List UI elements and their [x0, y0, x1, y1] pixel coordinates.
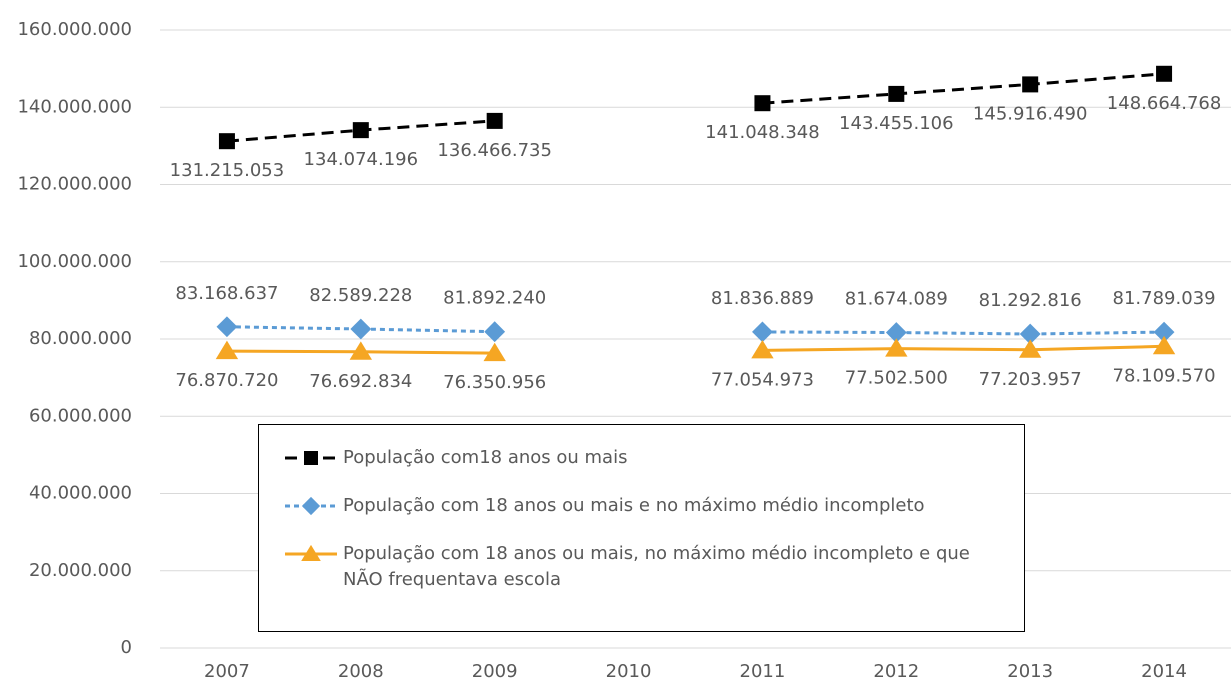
- data-label: 76.350.956: [443, 372, 546, 393]
- legend-swatch: [285, 544, 337, 561]
- legend-label: População com18 anos ou mais: [343, 447, 628, 468]
- x-tick-label: 2010: [606, 661, 652, 682]
- data-label: 81.836.889: [711, 288, 814, 309]
- legend-entry: População com 18 anos ou mais, no máximo…: [283, 541, 1004, 593]
- legend-marker: [301, 496, 321, 516]
- y-tick-label: 0: [121, 637, 132, 658]
- data-label: 131.215.053: [170, 160, 285, 181]
- marker: [350, 318, 372, 340]
- data-label: 81.789.039: [1113, 288, 1216, 309]
- data-label: 148.664.768: [1107, 93, 1222, 114]
- data-label: 81.292.816: [979, 290, 1082, 311]
- legend-label: População com 18 anos ou mais, no máximo…: [343, 543, 970, 590]
- data-label: 81.674.089: [845, 289, 948, 310]
- y-tick-label: 140.000.000: [17, 96, 132, 117]
- y-tick-label: 120.000.000: [17, 174, 132, 195]
- marker: [752, 321, 773, 343]
- marker: [1153, 321, 1175, 343]
- x-tick-label: 2009: [472, 661, 518, 682]
- marker: [1019, 323, 1041, 345]
- y-tick-label: 60.000.000: [29, 405, 132, 426]
- data-label: 77.203.957: [979, 369, 1082, 390]
- data-label: 77.502.500: [845, 368, 948, 389]
- series-line: [226, 325, 1165, 336]
- data-label: 143.455.106: [839, 113, 954, 134]
- data-label: 81.892.240: [443, 288, 546, 309]
- marker: [486, 112, 503, 129]
- y-tick-label: 20.000.000: [29, 560, 132, 581]
- marker: [1156, 65, 1173, 82]
- y-tick-label: 100.000.000: [17, 251, 132, 272]
- x-tick-label: 2007: [204, 661, 250, 682]
- legend-swatch: [285, 451, 337, 465]
- marker: [218, 133, 235, 150]
- x-tick-label: 2014: [1141, 661, 1187, 682]
- data-label: 76.692.834: [309, 371, 412, 392]
- marker: [484, 321, 506, 343]
- data-label: 83.168.637: [175, 283, 278, 304]
- x-tick-label: 2011: [740, 661, 786, 682]
- data-label: 134.074.196: [304, 149, 419, 170]
- legend-label: População com 18 anos ou mais e no máxim…: [343, 495, 925, 516]
- data-label: 77.054.973: [711, 369, 814, 390]
- marker: [885, 322, 907, 343]
- data-label: 141.048.348: [705, 122, 820, 143]
- marker: [352, 122, 369, 139]
- legend-swatch: [285, 496, 337, 516]
- data-label: 136.466.735: [437, 140, 552, 161]
- marker: [216, 316, 238, 338]
- data-label: 76.870.720: [175, 370, 278, 391]
- data-label: 145.916.490: [973, 103, 1088, 124]
- legend: População com18 anos ou mais População co…: [258, 424, 1025, 632]
- legend-entry: População com 18 anos ou mais e no máxim…: [283, 493, 1004, 519]
- legend-marker: [304, 451, 318, 465]
- marker: [483, 342, 506, 362]
- marker: [1022, 76, 1039, 93]
- y-tick-label: 40.000.000: [29, 483, 132, 504]
- legend-entry: População com18 anos ou mais: [283, 445, 1004, 471]
- y-tick-label: 160.000.000: [17, 19, 132, 40]
- legend-marker: [301, 544, 321, 561]
- marker: [754, 95, 771, 112]
- data-label: 82.589.228: [309, 285, 412, 306]
- x-tick-label: 2013: [1007, 661, 1053, 682]
- marker: [888, 85, 905, 102]
- marker: [885, 338, 908, 357]
- marker: [349, 341, 373, 360]
- data-label: 78.109.570: [1113, 365, 1216, 386]
- marker: [1018, 339, 1042, 358]
- marker: [751, 339, 774, 359]
- marker: [215, 340, 239, 360]
- x-tick-label: 2012: [873, 661, 919, 682]
- marker: [1152, 335, 1176, 355]
- y-tick-label: 80.000.000: [29, 328, 132, 349]
- x-tick-label: 2008: [338, 661, 384, 682]
